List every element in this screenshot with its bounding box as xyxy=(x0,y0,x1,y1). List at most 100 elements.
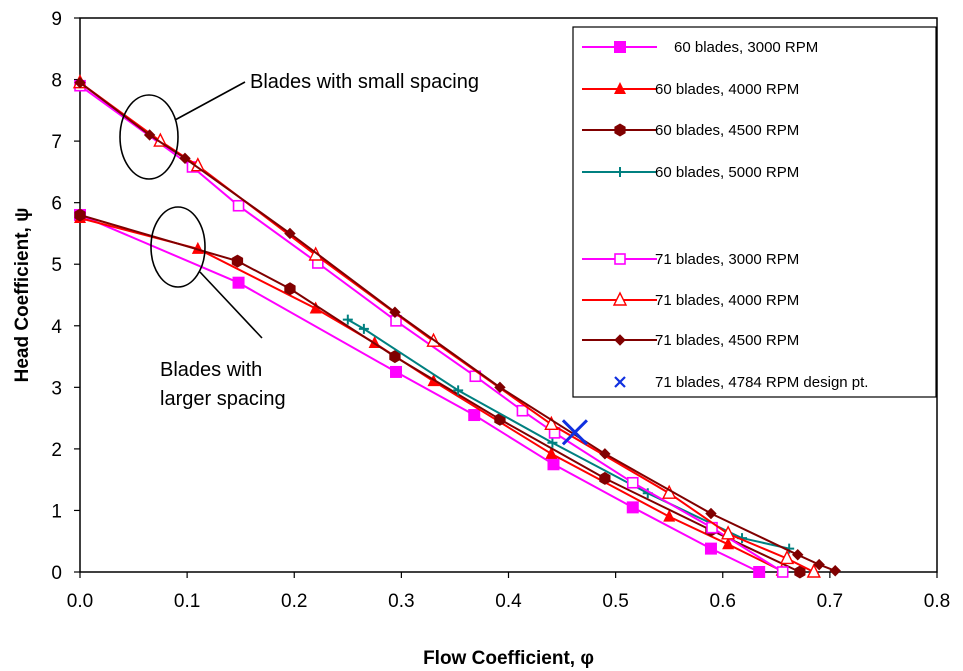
legend-entry: 71 blades, 4784 RPM design pt. xyxy=(614,374,868,391)
x-axis-title: Flow Coefficient, φ xyxy=(423,648,594,669)
x-tick-label: 0.0 xyxy=(67,591,93,612)
data-point xyxy=(545,446,558,459)
data-point xyxy=(232,276,245,289)
data-point xyxy=(779,549,795,565)
data-point xyxy=(813,558,825,571)
legend-entry: 60 blades, 3000 RPM xyxy=(582,39,818,56)
legend-entry: 71 blades, 3000 RPM xyxy=(582,251,799,268)
y-tick-label: 8 xyxy=(51,71,62,92)
series-line xyxy=(79,214,760,573)
data-point xyxy=(806,563,821,578)
y-tick-label: 2 xyxy=(51,440,62,461)
y-tick-label: 6 xyxy=(51,194,62,215)
legend-label: 60 blades, 5000 RPM xyxy=(655,164,799,181)
x-tick-label: 0.7 xyxy=(817,591,843,612)
data-point xyxy=(342,314,353,325)
legend-marker xyxy=(615,167,625,177)
data-point xyxy=(284,227,296,240)
legend-label: 71 blades, 4500 RPM xyxy=(655,332,799,349)
x-tick-label: 0.3 xyxy=(388,591,414,612)
series-7 xyxy=(561,419,588,446)
y-axis-title: Head Coefficient, ψ xyxy=(12,208,33,383)
data-point xyxy=(389,350,401,364)
legend-entry: 71 blades, 4500 RPM xyxy=(582,332,799,349)
series-2 xyxy=(74,208,806,579)
annotations: Blades with small spacing Blades with la… xyxy=(119,71,479,410)
legend-label: 71 blades, 4784 RPM design pt. xyxy=(655,374,868,391)
data-point xyxy=(663,509,676,522)
x-tick-label: 0.6 xyxy=(710,591,736,612)
series-6 xyxy=(74,76,841,577)
data-point xyxy=(599,448,611,460)
legend-label: 60 blades, 4500 RPM xyxy=(655,122,799,139)
legend-marker xyxy=(614,82,626,94)
data-point xyxy=(74,208,86,222)
legend: 60 blades, 3000 RPM 60 blades, 4000 RPM 60… xyxy=(572,26,937,398)
data-point xyxy=(626,476,639,489)
y-tick-label: 7 xyxy=(51,132,62,153)
larger-spacing-leader-line xyxy=(199,271,263,339)
legend-marker xyxy=(614,123,626,137)
data-point xyxy=(753,566,766,578)
series-line xyxy=(79,214,801,573)
data-point xyxy=(453,385,464,396)
series-0 xyxy=(74,208,766,578)
data-point xyxy=(561,419,588,446)
data-point xyxy=(358,323,369,334)
data-point xyxy=(794,565,806,579)
data-point xyxy=(516,404,529,417)
legend-entry: 60 blades, 4500 RPM xyxy=(582,122,799,139)
data-point xyxy=(389,306,401,318)
data-point xyxy=(179,152,191,165)
legend-marker xyxy=(612,291,628,306)
data-point xyxy=(704,542,717,555)
y-tick-label: 9 xyxy=(51,9,62,30)
legend-label: 71 blades, 4000 RPM xyxy=(655,292,799,309)
series-4 xyxy=(74,79,789,578)
data-point xyxy=(829,565,841,577)
legend-entry: 60 blades, 4000 RPM xyxy=(582,81,799,98)
data-point xyxy=(776,566,789,578)
y-tick-label: 5 xyxy=(51,255,62,276)
data-point xyxy=(232,199,245,212)
legend-entry: 60 blades, 5000 RPM xyxy=(582,164,799,181)
legend-marker xyxy=(614,41,626,53)
data-point xyxy=(231,254,244,268)
x-tick-label: 0.1 xyxy=(174,591,200,612)
data-point xyxy=(547,437,558,448)
legend-entry: 71 blades, 4000 RPM xyxy=(582,291,799,309)
y-tick-label: 1 xyxy=(51,501,62,522)
x-tick-label: 0.5 xyxy=(602,591,628,612)
data-point xyxy=(599,471,611,485)
legend-marker xyxy=(614,334,626,346)
data-point xyxy=(74,76,86,89)
small-spacing-leader-line xyxy=(174,81,246,121)
data-point xyxy=(284,282,296,296)
legend-marker xyxy=(614,253,626,265)
axes: 0.0 0.1 0.2 0.3 0.4 0.5 0.6 0.7 0.8 0 1 2 3 4 5 6 7 8 9 Flo… xyxy=(12,9,950,669)
y-tick-label: 0 xyxy=(51,563,62,584)
legend-label: 60 blades, 3000 RPM xyxy=(674,39,818,56)
plot-series xyxy=(72,74,841,579)
x-tick-label: 0.8 xyxy=(924,591,950,612)
data-point xyxy=(390,365,403,378)
data-point xyxy=(626,501,639,514)
data-point xyxy=(722,537,735,550)
legend-label: 71 blades, 3000 RPM xyxy=(655,251,799,268)
y-tick-label: 4 xyxy=(51,317,62,338)
x-tick-label: 0.4 xyxy=(495,591,522,612)
legend-marker xyxy=(614,376,626,388)
data-point xyxy=(544,415,559,430)
data-point xyxy=(720,525,736,540)
y-tick-label: 3 xyxy=(51,378,62,399)
x-tick-label: 0.2 xyxy=(281,591,307,612)
small-spacing-label: Blades with small spacing xyxy=(250,71,479,93)
data-point xyxy=(705,507,717,520)
larger-spacing-ellipse xyxy=(150,206,206,288)
data-point xyxy=(309,301,322,314)
data-point xyxy=(143,129,156,141)
larger-spacing-label-line2: larger spacing xyxy=(160,388,286,410)
data-point xyxy=(792,549,804,561)
